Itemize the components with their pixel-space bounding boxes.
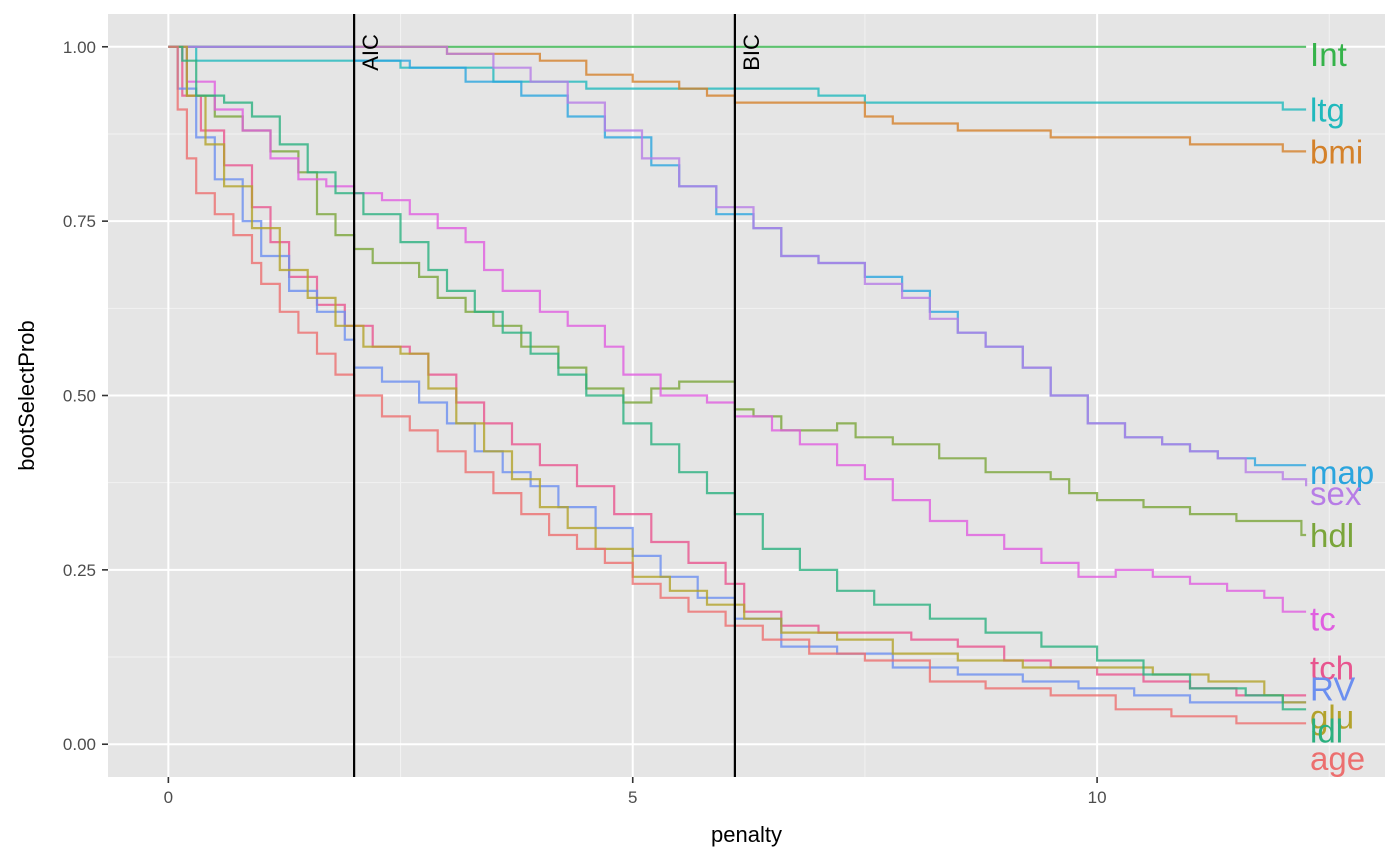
y-tick-label-2: 0.50 <box>63 387 96 406</box>
vline-label-BIC: BIC <box>739 34 764 71</box>
series-line-ldl <box>168 45 1307 711</box>
series-line-ltg <box>168 45 1307 111</box>
y-axis-title: bootSelectProb <box>14 320 39 470</box>
series-label-bmi: bmi <box>1310 133 1363 170</box>
reference-lines: AIC BIC <box>353 14 764 777</box>
y-tick-label-3: 0.75 <box>63 212 96 231</box>
series-label-sex: sex <box>1310 475 1362 512</box>
x-tick-label-2: 10 <box>1088 788 1107 807</box>
axes: 0 5 10 0.00 0.25 0.50 0.75 1.00 <box>63 38 1107 807</box>
series-line-RV <box>168 45 1307 704</box>
series-line-glu <box>168 45 1307 704</box>
series-label-tc: tc <box>1310 601 1336 638</box>
series-line-age <box>168 45 1307 725</box>
series-label-tch: tch <box>1310 650 1354 687</box>
vline-label-AIC: AIC <box>358 34 383 71</box>
series-label-hdl: hdl <box>1310 517 1354 554</box>
series-label-ltg: ltg <box>1310 92 1345 129</box>
y-tick-label-4: 1.00 <box>63 38 96 57</box>
x-tick-label-0: 0 <box>164 788 173 807</box>
series-label-RV: RV <box>1310 670 1355 707</box>
series-line-tc <box>168 45 1307 613</box>
series-label-glu: glu <box>1310 698 1354 735</box>
series-label-Int: Int <box>1310 36 1347 73</box>
series-lines <box>168 45 1308 725</box>
series-label-map: map <box>1310 454 1374 491</box>
series-line-sex <box>168 45 1308 487</box>
x-tick-label-1: 5 <box>628 788 637 807</box>
series-line-hdl <box>168 45 1307 537</box>
y-tick-label-0: 0.00 <box>63 735 96 754</box>
x-axis-title: penalty <box>711 822 782 847</box>
y-tick-label-1: 0.25 <box>63 561 96 580</box>
series-label-ldl: ldl <box>1310 712 1343 749</box>
series-label-age: age <box>1310 740 1365 777</box>
